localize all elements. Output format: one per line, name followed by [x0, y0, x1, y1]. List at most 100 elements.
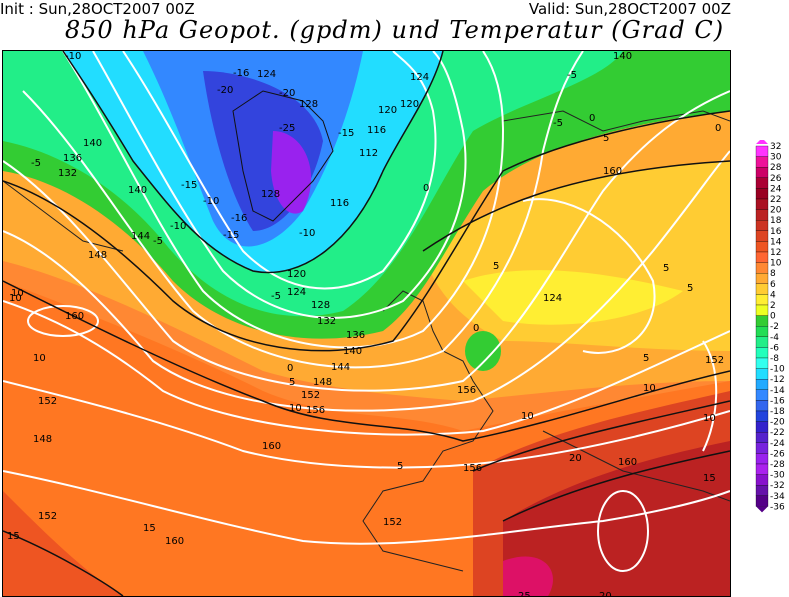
- legend-label: -2: [770, 322, 779, 332]
- legend-label: 12: [770, 248, 781, 258]
- legend-swatch: [755, 442, 769, 454]
- legend-label: 2: [770, 301, 776, 311]
- temp-label: -5: [567, 70, 577, 81]
- legend-swatch: [755, 315, 769, 327]
- legend-label: 18: [770, 216, 782, 226]
- temp-label: -5: [271, 291, 281, 302]
- legend-swatch: [755, 357, 769, 369]
- geo-label: 120: [378, 105, 397, 116]
- legend-swatch: [755, 209, 769, 221]
- coastline-mediterranean: [542, 430, 730, 502]
- geo-label: 152: [383, 517, 402, 528]
- temp-label: 20: [599, 591, 612, 596]
- coastline-europe: [362, 290, 494, 572]
- legend-label: 6: [770, 280, 776, 290]
- legend-label: -26: [770, 449, 785, 459]
- temp-label: 15: [143, 523, 156, 534]
- temp-label: 5: [687, 283, 693, 294]
- valid-time: Valid: Sun,28OCT2007 00Z: [528, 0, 731, 18]
- temp-label: -10: [170, 221, 186, 232]
- weather-map: 140 136 132 140 144 148 160 152 148 152 …: [2, 50, 731, 597]
- legend-swatch: [755, 294, 769, 306]
- geo-label: 160: [603, 166, 622, 177]
- legend-label: 0: [770, 312, 776, 322]
- legend-label: -14: [770, 386, 785, 396]
- temp-label: 5: [289, 377, 295, 388]
- legend-swatch: [755, 474, 769, 486]
- legend-label: 30: [770, 153, 782, 163]
- legend-swatch: [755, 336, 769, 348]
- legend-swatch: [755, 389, 769, 401]
- temp-label: -16: [233, 68, 249, 79]
- legend-swatch: [755, 273, 769, 284]
- legend-label: -22: [770, 428, 785, 438]
- legend-label: -16: [770, 396, 785, 406]
- geo-label: 124: [543, 293, 562, 304]
- legend-top-arrow: [756, 138, 768, 144]
- isoline-labels: 140 136 132 140 144 148 160 152 148 152 …: [7, 51, 724, 596]
- legend-swatch: [755, 495, 769, 507]
- legend-swatch: [755, 368, 769, 380]
- legend-swatch: [755, 304, 769, 316]
- temp-label: 0: [473, 323, 479, 334]
- legend-label: 10: [770, 259, 782, 269]
- temp-label: -10: [65, 51, 81, 62]
- temperature-isolines: [3, 51, 730, 596]
- geo-label: 152: [38, 511, 57, 522]
- legend-label: -6: [770, 343, 779, 353]
- geo-label: 160: [165, 536, 184, 547]
- legend-label: -10: [770, 365, 785, 375]
- geo-label: 120: [287, 269, 306, 280]
- geo-label: 156: [457, 385, 476, 396]
- geo-label: 124: [410, 72, 429, 83]
- geo-label: 124: [257, 69, 276, 80]
- temp-label: 5: [643, 353, 649, 364]
- temp-label: 10: [11, 288, 24, 299]
- geo-label: 128: [299, 99, 318, 110]
- temp-zone-hot-sw: [3, 491, 123, 596]
- legend-label: -36: [770, 502, 785, 512]
- geo-label: 156: [463, 463, 482, 474]
- geo-label: 116: [367, 125, 386, 136]
- legend-label: 28: [770, 163, 782, 173]
- geo-label: 140: [613, 51, 632, 62]
- temp-label: 10: [33, 353, 46, 364]
- geo-label: 124: [287, 287, 306, 298]
- legend-swatch: [755, 167, 769, 178]
- temp-label: 5: [397, 461, 403, 472]
- temp-label: -5: [153, 236, 163, 247]
- temp-label: 10: [643, 383, 656, 394]
- geo-label: 140: [128, 185, 147, 196]
- legend-swatch: [755, 251, 769, 263]
- temp-label: 15: [7, 531, 20, 542]
- legend-label: 24: [770, 184, 782, 194]
- geo-label: 160: [65, 311, 84, 322]
- temp-label: 5: [493, 261, 499, 272]
- temp-label: -15: [181, 180, 197, 191]
- temp-cold-pocket: [465, 331, 501, 371]
- legend-label: 16: [770, 227, 782, 237]
- legend-label: -30: [770, 471, 785, 481]
- temp-label: 0: [423, 183, 429, 194]
- legend-label: -28: [770, 460, 785, 470]
- legend-swatch: [755, 453, 769, 465]
- geo-label: 140: [83, 138, 102, 149]
- legend-label: -8: [770, 354, 779, 364]
- legend-swatch: [755, 485, 769, 496]
- legend-swatch: [755, 379, 769, 390]
- coastline-greenland: [232, 90, 334, 222]
- temp-label: -10: [203, 196, 219, 207]
- chart-title: 850 hPa Geopot. (gpdm) und Temperatur (G…: [64, 16, 725, 44]
- geo-label: 152: [705, 355, 724, 366]
- temp-label: 0: [715, 123, 721, 134]
- legend-label: 14: [770, 237, 782, 247]
- legend-swatch: [755, 421, 769, 433]
- temp-label: 25: [518, 591, 531, 596]
- temp-label: 5: [603, 133, 609, 144]
- geo-label: 148: [33, 434, 52, 445]
- geo-label: 132: [58, 168, 77, 179]
- geo-label: 160: [262, 441, 281, 452]
- temp-label: -20: [279, 88, 295, 99]
- geo-label: 152: [301, 390, 320, 401]
- legend-label: 32: [770, 142, 781, 152]
